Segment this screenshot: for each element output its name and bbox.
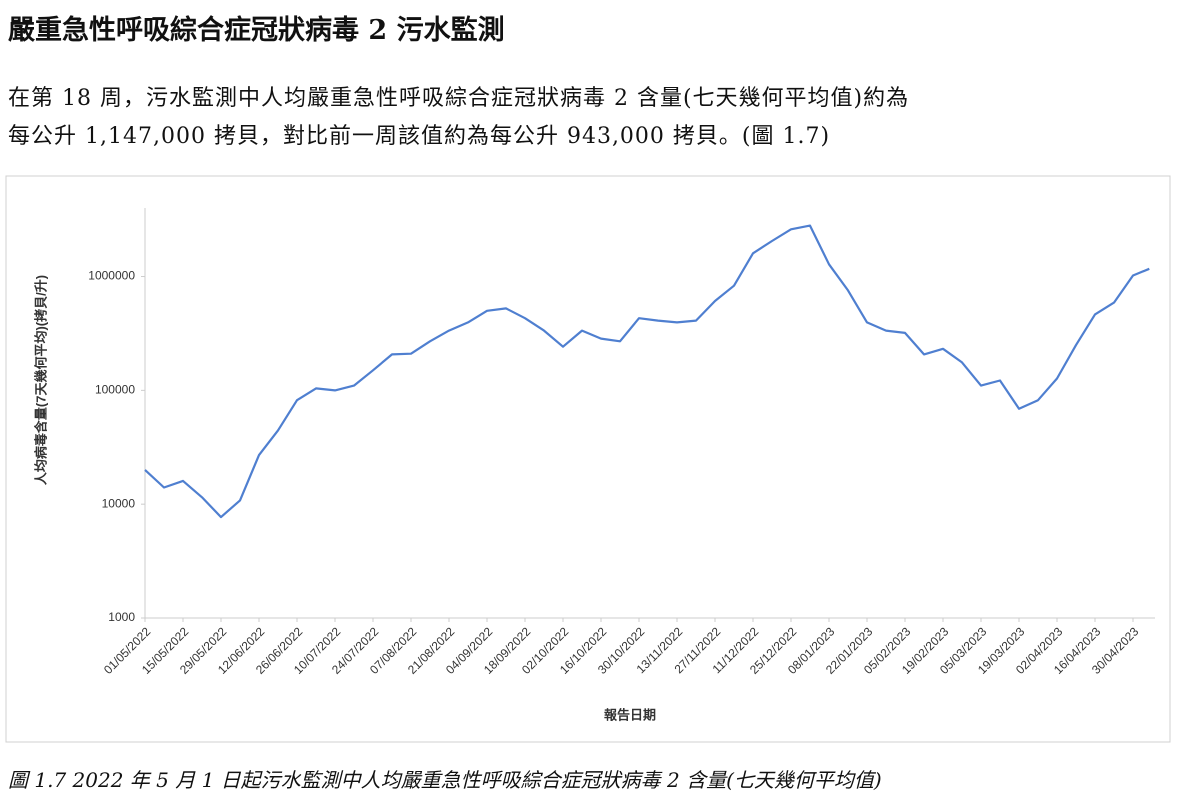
- x-axis-label: 報告日期: [604, 707, 656, 722]
- y-axis-label: 人均病毒含量(7天幾何平均)(拷貝/升): [33, 275, 48, 485]
- paragraph-line: 每公升 1,147,000 拷貝，對比前一周該值約為每公升 943,000 拷貝…: [8, 124, 831, 149]
- y-tick-label: 100000: [95, 383, 135, 397]
- y-tick-label: 1000: [108, 610, 135, 624]
- data-line: [144, 224, 1150, 519]
- title: 嚴重急性呼吸綜合症冠狀病毒 2 污水監測: [8, 15, 505, 46]
- y-tick-label: 1000000: [88, 269, 135, 283]
- paragraph-line: 在第 18 周，污水監測中人均嚴重急性呼吸綜合症冠狀病毒 2 含量(七天幾何平均…: [8, 86, 910, 111]
- y-tick-label: 10000: [102, 496, 136, 510]
- caption: 圖 1.7 2022 年 5 月 1 日起污水監測中人均嚴重急性呼吸綜合症冠狀病…: [8, 768, 882, 792]
- chart-frame: [5, 175, 1171, 743]
